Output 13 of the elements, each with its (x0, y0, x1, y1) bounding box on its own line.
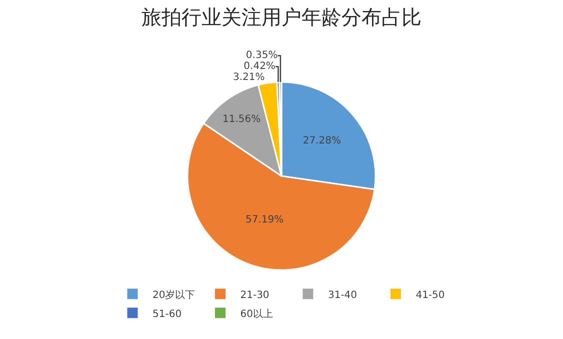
data-label: 0.42% (244, 61, 276, 72)
data-label: 27.28% (302, 135, 342, 146)
data-label: 0.35% (246, 50, 278, 62)
data-label: 57.19% (245, 214, 284, 226)
data-label: 3.21% (232, 72, 265, 84)
legend-label: 20岁以下 (152, 288, 196, 301)
data-label: 11.56% (222, 114, 261, 125)
legend-label: 41-50 (416, 290, 445, 301)
legend-label: 21-30 (240, 290, 270, 301)
legend-label: 31-40 (328, 290, 358, 301)
chart-title: 旅拍行业关注用户年龄分布占比 (142, 5, 422, 30)
legend-label: 60以上 (240, 308, 273, 320)
legend-label: 51-60 (152, 308, 182, 320)
